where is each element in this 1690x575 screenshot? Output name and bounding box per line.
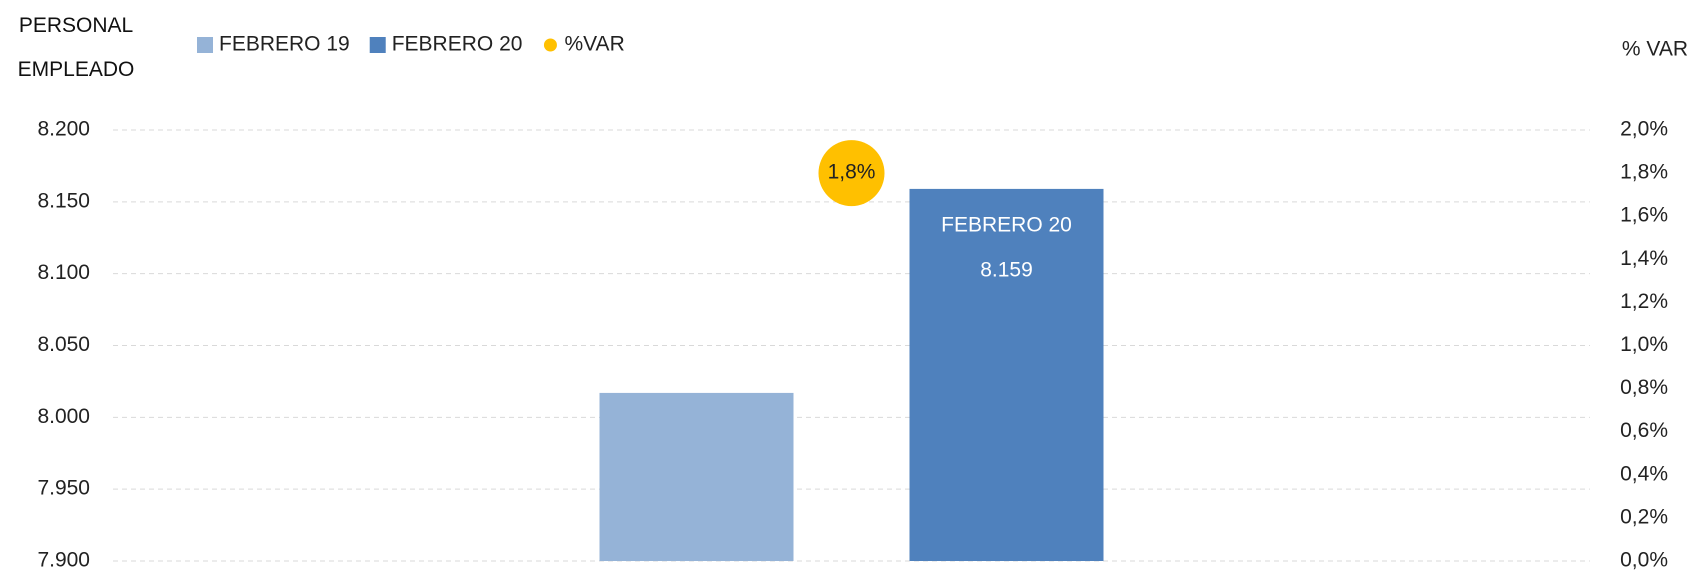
- var-label: 1,8%: [828, 161, 876, 184]
- y-tick-label: 7.900: [37, 549, 90, 572]
- bar: [599, 392, 794, 561]
- y2-tick-label: 1,0%: [1620, 333, 1668, 356]
- y-tick-label: 7.950: [37, 477, 90, 500]
- y2-tick-label: 0,4%: [1620, 462, 1668, 485]
- bar: [909, 188, 1104, 562]
- y2-tick-label: 0,2%: [1620, 505, 1668, 528]
- bar-value-label: 8.159: [980, 258, 1033, 281]
- legend-label: FEBRERO 19: [219, 33, 350, 56]
- y2-tick-label: 0,8%: [1620, 376, 1668, 399]
- bar-series-label: FEBRERO 20: [941, 213, 1072, 236]
- var-marker: [818, 140, 885, 207]
- y-tick-label: 8.050: [37, 333, 90, 356]
- y2-tick-label: 0,6%: [1620, 419, 1668, 442]
- y2-tick-label: 1,8%: [1620, 161, 1668, 184]
- legend-label: %VAR: [564, 33, 624, 56]
- y2-tick-label: 2,0%: [1620, 118, 1668, 141]
- y-tick-label: 8.150: [37, 189, 90, 212]
- legend-swatch: [197, 37, 213, 53]
- legend-swatch: [369, 37, 386, 53]
- y-tick-label: 8.100: [37, 261, 90, 284]
- y2-tick-label: 1,4%: [1620, 247, 1668, 270]
- y2-tick-label: 0,0%: [1620, 549, 1668, 572]
- y-tick-label: 8.200: [37, 118, 90, 141]
- y2-tick-label: 1,2%: [1620, 290, 1668, 313]
- y-axis-label: PERSONAL EMPLEADO: [17, 14, 135, 81]
- legend-swatch: [543, 38, 557, 52]
- y2-axis-label: % VAR: [1622, 38, 1688, 61]
- y-tick-label: 8.000: [37, 405, 90, 428]
- legend-label: FEBRERO 20: [392, 33, 523, 56]
- y2-tick-label: 1,6%: [1620, 204, 1668, 227]
